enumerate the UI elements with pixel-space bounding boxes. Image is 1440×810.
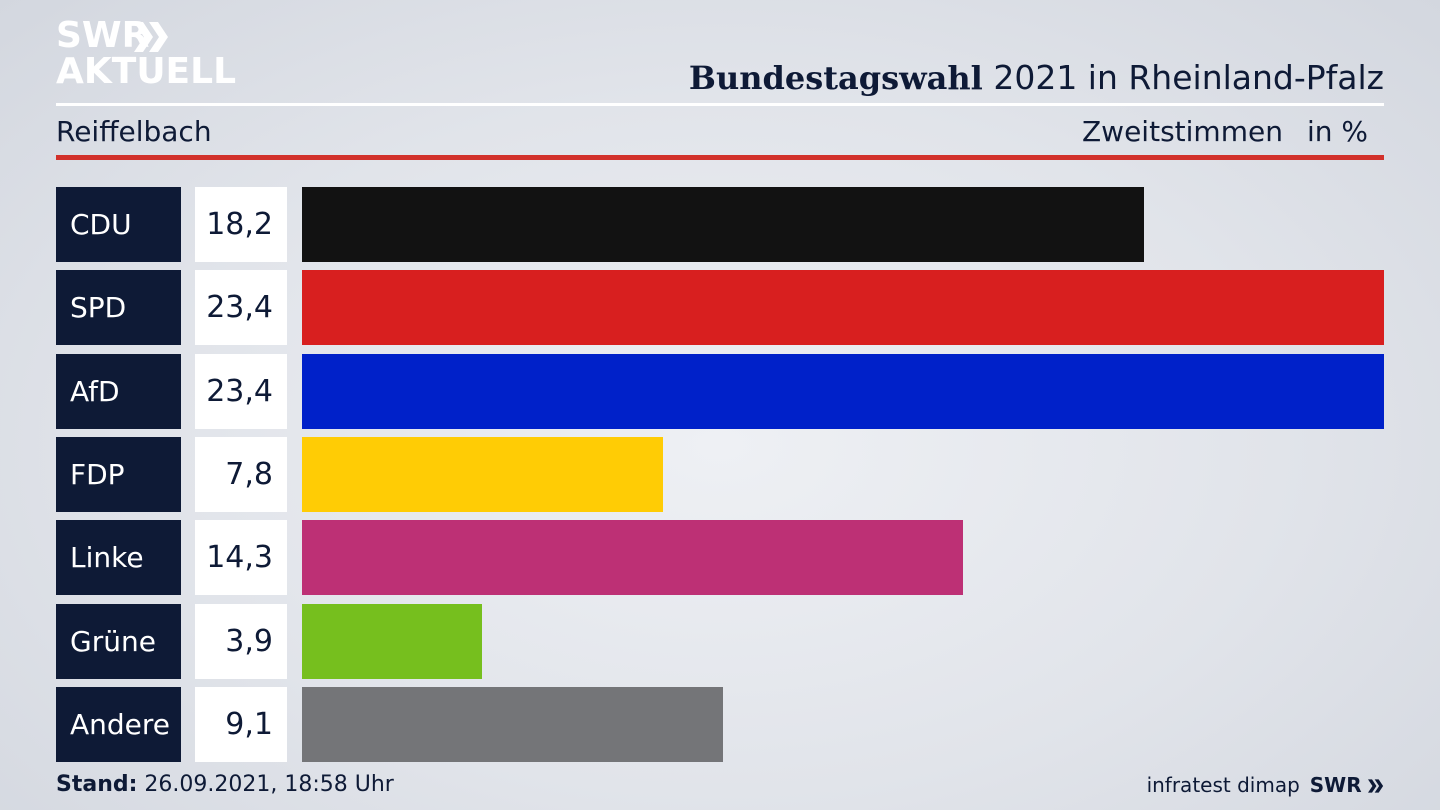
chart-title: Bundestagswahl 2021 in Rheinland-Pfalz — [689, 58, 1384, 98]
timestamp: Stand: 26.09.2021, 18:58 Uhr — [56, 771, 394, 799]
bar-row-linke: Linke 14,3 — [56, 520, 1384, 595]
timestamp-label: Stand: — [56, 772, 138, 797]
bar-row-fdp: FDP 7,8 — [56, 437, 1384, 512]
header-divider-white — [56, 103, 1384, 106]
value-label: 7,8 — [195, 437, 287, 512]
value-label: 23,4 — [195, 270, 287, 345]
logo-chevron-icon — [134, 22, 168, 52]
bar — [302, 270, 1384, 345]
logo-line-1: SWR — [56, 15, 150, 56]
bar-row-spd: SPD 23,4 — [56, 270, 1384, 345]
vote-type-text: Zweitstimmen — [1082, 115, 1283, 148]
bar-row-grüne: Grüne 3,9 — [56, 604, 1384, 679]
location-label: Reiffelbach — [56, 115, 212, 148]
party-label: CDU — [56, 187, 181, 262]
brand-chevron-icon — [1368, 779, 1384, 793]
bar-row-afd: AfD 23,4 — [56, 354, 1384, 429]
bar — [302, 437, 663, 512]
bar — [302, 604, 482, 679]
source-label: infratest dimap — [1146, 773, 1300, 797]
timestamp-value: 26.09.2021, 18:58 Uhr — [144, 772, 394, 797]
bar — [302, 520, 963, 595]
logo-line-2: AKTUELL — [56, 51, 237, 92]
value-label: 23,4 — [195, 354, 287, 429]
brand-label: SWR — [1309, 773, 1362, 797]
chart-title-rest: 2021 in Rheinland-Pfalz — [993, 58, 1384, 97]
header-divider-red — [56, 155, 1384, 160]
value-label: 9,1 — [195, 687, 287, 762]
bar-row-cdu: CDU 18,2 — [56, 187, 1384, 262]
party-label: Grüne — [56, 604, 181, 679]
party-label: Linke — [56, 520, 181, 595]
chart-title-bold: Bundestagswahl — [688, 59, 983, 97]
bar — [302, 187, 1144, 262]
party-label: FDP — [56, 437, 181, 512]
source-credit: infratest dimap SWR — [1147, 771, 1384, 799]
bar-row-andere: Andere 9,1 — [56, 687, 1384, 762]
unit-label: in % — [1306, 115, 1368, 148]
value-label: 3,9 — [195, 604, 287, 679]
bar — [302, 354, 1384, 429]
value-label: 14,3 — [195, 520, 287, 595]
party-label: SPD — [56, 270, 181, 345]
vote-type-label: Zweitstimmen in % — [1082, 114, 1368, 150]
value-label: 18,2 — [195, 187, 287, 262]
bar — [302, 687, 723, 762]
party-label: AfD — [56, 354, 181, 429]
party-label: Andere — [56, 687, 181, 762]
swr-aktuell-logo: SWR AKTUELL — [56, 15, 236, 90]
